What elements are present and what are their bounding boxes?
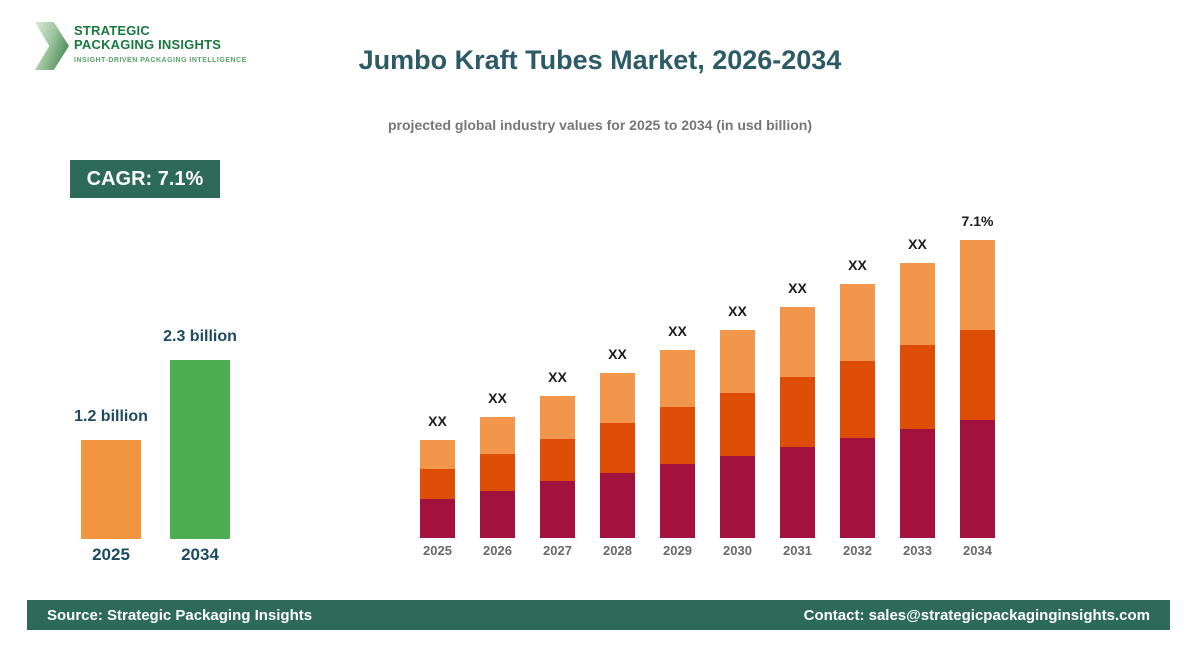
stacked-bar-2029: XX 2029: [660, 323, 695, 558]
segment-middle-segment: [780, 377, 815, 447]
brand-logo: STRATEGIC PACKAGING INSIGHTS INSIGHT-DRI…: [35, 16, 295, 80]
brand-logo-text: STRATEGIC PACKAGING INSIGHTS INSIGHT-DRI…: [74, 23, 247, 65]
bar-value-label: XX: [728, 303, 747, 319]
footer-source: Source: Strategic Packaging Insights: [47, 606, 313, 624]
segment-bottom-segment: [420, 499, 455, 538]
bar-year-label: 2031: [783, 543, 812, 558]
stacked-bar-2028: XX 2028: [600, 346, 635, 558]
stacked-bar-2030: XX 2030: [720, 303, 755, 558]
brand-name-line1: STRATEGIC: [74, 23, 150, 38]
stacked-bar-2032: XX 2032: [840, 257, 875, 558]
segment-top-segment: [960, 240, 995, 330]
summary-bar-2025: 1.2 billion 2025: [74, 408, 148, 564]
segment-middle-segment: [480, 454, 515, 491]
segment-middle-segment: [600, 423, 635, 473]
segment-bottom-segment: [960, 420, 995, 538]
bar-value-label: XX: [608, 346, 627, 362]
segment-top-segment: [600, 373, 635, 423]
segment-middle-segment: [960, 330, 995, 420]
segment-top-segment: [900, 263, 935, 345]
segment-bottom-segment: [540, 481, 575, 538]
footer-bar: Source: Strategic Packaging Insights Con…: [27, 600, 1170, 630]
bar-value-label: 2.3 billion: [163, 328, 237, 345]
segment-top-segment: [780, 307, 815, 377]
segment-top-segment: [840, 284, 875, 361]
segment-bottom-segment: [720, 456, 755, 538]
page-title: Jumbo Kraft Tubes Market, 2026-2034: [358, 45, 842, 75]
segment-bottom-segment: [660, 464, 695, 538]
segment-middle-segment: [720, 393, 755, 456]
summary-bar-segment: [81, 440, 141, 539]
stacked-bar-2026: XX 2026: [480, 390, 515, 558]
bar-year-label: 2033: [903, 543, 932, 558]
bar-year-label: 2030: [723, 543, 752, 558]
stacked-bar-2033: XX 2033: [900, 236, 935, 558]
segment-top-segment: [540, 396, 575, 439]
segment-middle-segment: [900, 345, 935, 429]
segment-top-segment: [480, 417, 515, 454]
bar-year-label: 2029: [663, 543, 692, 558]
bar-value-label: 1.2 billion: [74, 408, 148, 425]
bar-value-label: XX: [428, 413, 447, 429]
bar-year-label: 2025: [92, 545, 130, 564]
summary-bar-2034: 2.3 billion 2034: [163, 328, 237, 564]
stacked-bar-2027: XX 2027: [540, 369, 575, 558]
segment-middle-segment: [540, 439, 575, 481]
bar-year-label: 2032: [843, 543, 872, 558]
page-subtitle: projected global industry values for 202…: [388, 117, 812, 133]
footer-contact: Contact: sales@strategicpackaginginsight…: [803, 606, 1150, 624]
bar-value-label: XX: [488, 390, 507, 406]
bar-year-label: 2027: [543, 543, 572, 558]
segment-bottom-segment: [480, 491, 515, 538]
bar-year-label: 2034: [963, 543, 992, 558]
bar-value-label: XX: [848, 257, 867, 273]
bar-value-label: XX: [788, 280, 807, 296]
bar-year-label: 2025: [423, 543, 452, 558]
segment-bottom-segment: [900, 429, 935, 538]
brand-name-line2: PACKAGING INSIGHTS: [74, 37, 222, 52]
summary-bar-segment: [170, 360, 230, 539]
bar-year-label: 2034: [181, 545, 219, 564]
segment-top-segment: [720, 330, 755, 393]
stacked-bar-2031: XX 2031: [780, 280, 815, 558]
segment-middle-segment: [420, 469, 455, 499]
segment-middle-segment: [840, 361, 875, 438]
segment-top-segment: [420, 440, 455, 469]
segment-top-segment: [660, 350, 695, 407]
cagr-badge: CAGR: 7.1%: [70, 160, 220, 198]
bar-year-label: 2028: [603, 543, 632, 558]
bar-value-label: XX: [548, 369, 567, 385]
bar-value-label: 7.1%: [961, 213, 994, 229]
brand-tagline: INSIGHT-DRIVEN PACKAGING INTELLIGENCE: [74, 57, 247, 64]
stacked-bar-2025: XX 2025: [420, 413, 455, 558]
segment-bottom-segment: [780, 447, 815, 538]
segment-middle-segment: [660, 407, 695, 464]
bar-value-label: XX: [668, 323, 687, 339]
segment-bottom-segment: [600, 473, 635, 538]
stacked-bar-2034: 7.1% 2034: [960, 213, 995, 558]
bar-value-label: XX: [908, 236, 927, 252]
bar-year-label: 2026: [483, 543, 512, 558]
segment-bottom-segment: [840, 438, 875, 538]
